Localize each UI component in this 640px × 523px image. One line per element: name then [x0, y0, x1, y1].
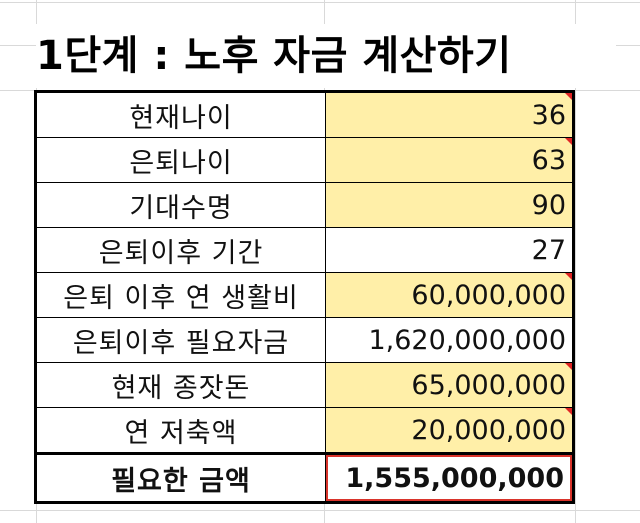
cell-value-text: 1,555,000,000: [345, 462, 564, 494]
cell-needed-amount-value[interactable]: 1,555,000,000: [326, 455, 572, 501]
comment-indicator-icon: [565, 93, 572, 100]
table-row: 현재나이 36: [37, 93, 572, 138]
cell-annual-savings-value[interactable]: 20,000,000: [326, 408, 572, 452]
cell-value-text: 65,000,000: [411, 369, 566, 401]
retirement-calc-table: 현재나이 36 은퇴나이 63 기대수명 90 은퇴이후 기간 27 은퇴 이후…: [34, 90, 575, 504]
table-row: 기대수명 90: [37, 183, 572, 228]
table-row: 은퇴이후 기간 27: [37, 228, 572, 273]
cell-required-funds-label[interactable]: 은퇴이후 필요자금: [37, 318, 326, 362]
cell-annual-living-cost-value[interactable]: 60,000,000: [326, 273, 572, 317]
cell-life-expectancy-value[interactable]: 90: [326, 183, 572, 227]
cell-value-text: 20,000,000: [411, 414, 566, 446]
cell-annual-savings-label[interactable]: 연 저축액: [37, 408, 326, 452]
cell-annual-living-cost-label[interactable]: 은퇴 이후 연 생활비: [37, 273, 326, 317]
cell-current-age-value[interactable]: 36: [326, 93, 572, 137]
cell-retirement-period-value[interactable]: 27: [326, 228, 572, 272]
cell-required-funds-value[interactable]: 1,620,000,000: [326, 318, 572, 362]
cell-retirement-age-label[interactable]: 은퇴나이: [37, 138, 326, 182]
table-row: 현재 종잣돈 65,000,000: [37, 363, 572, 408]
table-row: 연 저축액 20,000,000: [37, 408, 572, 453]
cell-needed-amount-label[interactable]: 필요한 금액: [37, 455, 326, 501]
grid-line: [0, 510, 640, 511]
cell-seed-money-value[interactable]: 65,000,000: [326, 363, 572, 407]
grid-line: [0, 2, 640, 3]
table-row-total: 필요한 금액 1,555,000,000: [37, 453, 572, 501]
comment-indicator-icon: [565, 138, 572, 145]
cell-current-age-label[interactable]: 현재나이: [37, 93, 326, 137]
cell-retirement-period-label[interactable]: 은퇴이후 기간: [37, 228, 326, 272]
cell-value-text: 1,620,000,000: [368, 324, 566, 356]
cell-value-text: 27: [531, 234, 566, 266]
table-row: 은퇴이후 필요자금 1,620,000,000: [37, 318, 572, 363]
comment-indicator-icon: [565, 408, 572, 415]
table-row: 은퇴나이 63: [37, 138, 572, 183]
grid-line: [575, 0, 576, 523]
comment-indicator-icon: [565, 363, 572, 370]
cell-value-text: 60,000,000: [411, 279, 566, 311]
table-row: 은퇴 이후 연 생활비 60,000,000: [37, 273, 572, 318]
cell-retirement-age-value[interactable]: 63: [326, 138, 572, 182]
cell-value-text: 36: [531, 99, 566, 131]
cell-value-text: 63: [531, 144, 566, 176]
sheet-title[interactable]: 1단계 : 노후 자금 계산하기: [36, 24, 616, 88]
cell-life-expectancy-label[interactable]: 기대수명: [37, 183, 326, 227]
comment-indicator-icon: [565, 273, 572, 280]
cell-value-text: 90: [531, 189, 566, 221]
cell-seed-money-label[interactable]: 현재 종잣돈: [37, 363, 326, 407]
